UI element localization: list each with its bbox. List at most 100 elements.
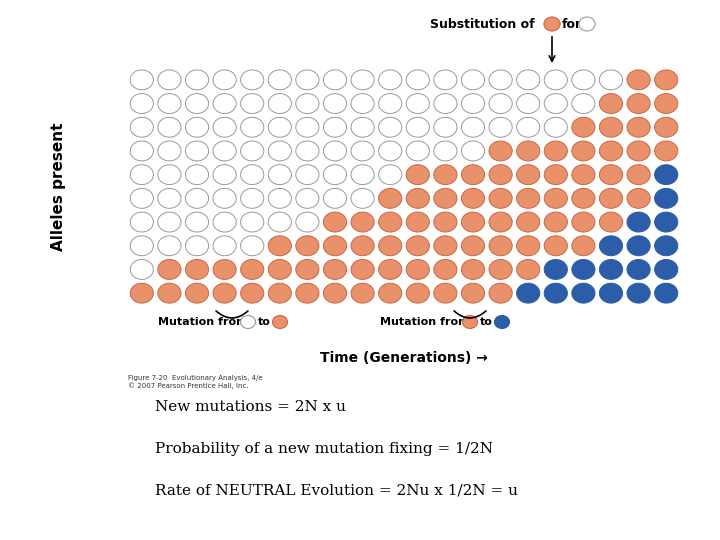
Ellipse shape xyxy=(572,93,595,113)
Ellipse shape xyxy=(186,93,209,113)
Ellipse shape xyxy=(406,260,429,279)
Ellipse shape xyxy=(489,283,512,303)
Ellipse shape xyxy=(323,117,346,137)
Ellipse shape xyxy=(600,188,623,208)
Ellipse shape xyxy=(186,117,209,137)
Ellipse shape xyxy=(213,260,236,279)
Ellipse shape xyxy=(406,70,429,90)
Ellipse shape xyxy=(269,70,292,90)
Ellipse shape xyxy=(654,165,678,185)
Ellipse shape xyxy=(130,260,153,279)
Ellipse shape xyxy=(186,165,209,185)
Ellipse shape xyxy=(323,283,346,303)
Ellipse shape xyxy=(434,188,457,208)
Ellipse shape xyxy=(379,141,402,161)
FancyArrowPatch shape xyxy=(454,311,486,318)
Ellipse shape xyxy=(600,70,623,90)
Ellipse shape xyxy=(351,165,374,185)
Ellipse shape xyxy=(213,283,236,303)
Ellipse shape xyxy=(323,212,346,232)
Ellipse shape xyxy=(627,93,650,113)
Ellipse shape xyxy=(130,236,153,256)
Ellipse shape xyxy=(406,188,429,208)
Ellipse shape xyxy=(158,212,181,232)
Ellipse shape xyxy=(269,141,292,161)
Ellipse shape xyxy=(379,260,402,279)
Ellipse shape xyxy=(517,236,540,256)
Ellipse shape xyxy=(462,117,485,137)
Ellipse shape xyxy=(544,236,567,256)
Ellipse shape xyxy=(462,188,485,208)
Ellipse shape xyxy=(158,93,181,113)
Ellipse shape xyxy=(600,117,623,137)
Ellipse shape xyxy=(544,212,567,232)
Ellipse shape xyxy=(572,165,595,185)
Ellipse shape xyxy=(654,260,678,279)
Ellipse shape xyxy=(379,117,402,137)
Ellipse shape xyxy=(186,188,209,208)
Ellipse shape xyxy=(323,70,346,90)
Ellipse shape xyxy=(351,188,374,208)
Ellipse shape xyxy=(627,117,650,137)
Ellipse shape xyxy=(186,141,209,161)
Ellipse shape xyxy=(406,212,429,232)
Ellipse shape xyxy=(158,141,181,161)
Ellipse shape xyxy=(379,236,402,256)
Ellipse shape xyxy=(434,260,457,279)
Ellipse shape xyxy=(351,141,374,161)
Ellipse shape xyxy=(213,93,236,113)
Text: Rate of NEUTRAL Evolution = 2Nu x 1/2N = u: Rate of NEUTRAL Evolution = 2Nu x 1/2N =… xyxy=(155,484,518,498)
Text: to: to xyxy=(480,317,493,327)
Ellipse shape xyxy=(269,165,292,185)
Ellipse shape xyxy=(379,188,402,208)
Text: Time (Generations) →: Time (Generations) → xyxy=(320,351,488,365)
Ellipse shape xyxy=(269,93,292,113)
Text: to: to xyxy=(258,317,271,327)
Ellipse shape xyxy=(544,188,567,208)
Ellipse shape xyxy=(158,236,181,256)
Ellipse shape xyxy=(579,17,595,31)
Ellipse shape xyxy=(517,117,540,137)
Ellipse shape xyxy=(572,117,595,137)
Ellipse shape xyxy=(379,212,402,232)
Ellipse shape xyxy=(627,283,650,303)
Ellipse shape xyxy=(544,283,567,303)
Ellipse shape xyxy=(517,260,540,279)
Ellipse shape xyxy=(130,188,153,208)
Ellipse shape xyxy=(489,141,512,161)
Ellipse shape xyxy=(517,188,540,208)
Ellipse shape xyxy=(654,117,678,137)
Ellipse shape xyxy=(406,117,429,137)
Ellipse shape xyxy=(296,70,319,90)
Ellipse shape xyxy=(130,117,153,137)
Ellipse shape xyxy=(296,117,319,137)
Ellipse shape xyxy=(296,236,319,256)
Ellipse shape xyxy=(240,283,264,303)
Ellipse shape xyxy=(489,188,512,208)
Ellipse shape xyxy=(489,70,512,90)
Ellipse shape xyxy=(269,283,292,303)
Ellipse shape xyxy=(462,70,485,90)
Ellipse shape xyxy=(186,70,209,90)
Ellipse shape xyxy=(351,283,374,303)
Ellipse shape xyxy=(323,236,346,256)
Ellipse shape xyxy=(323,188,346,208)
Ellipse shape xyxy=(406,141,429,161)
Ellipse shape xyxy=(158,165,181,185)
Ellipse shape xyxy=(627,260,650,279)
Ellipse shape xyxy=(654,236,678,256)
Ellipse shape xyxy=(296,165,319,185)
Ellipse shape xyxy=(130,283,153,303)
Ellipse shape xyxy=(296,188,319,208)
Ellipse shape xyxy=(269,260,292,279)
Ellipse shape xyxy=(130,141,153,161)
Text: New mutations = 2N x u: New mutations = 2N x u xyxy=(155,400,346,414)
Ellipse shape xyxy=(544,17,560,31)
Text: Substitution of: Substitution of xyxy=(430,17,535,30)
Ellipse shape xyxy=(272,315,287,328)
Ellipse shape xyxy=(406,283,429,303)
Ellipse shape xyxy=(323,260,346,279)
Ellipse shape xyxy=(600,283,623,303)
Ellipse shape xyxy=(240,70,264,90)
Ellipse shape xyxy=(434,117,457,137)
